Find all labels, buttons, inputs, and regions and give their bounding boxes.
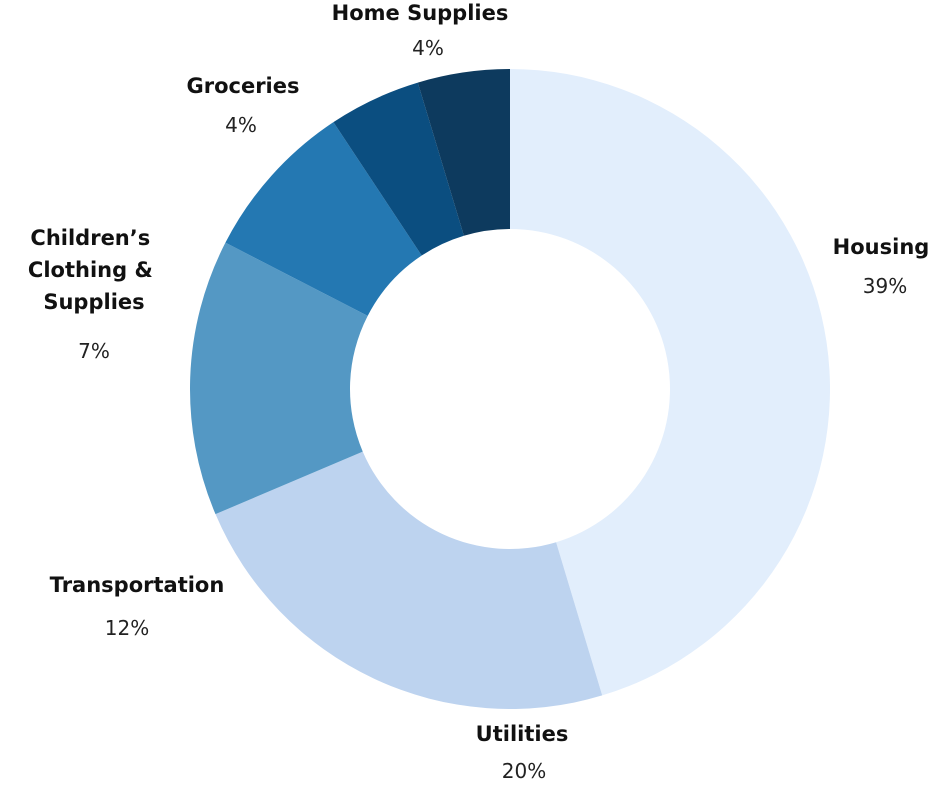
- donut-slice-transportation: [190, 242, 368, 515]
- slice-percent-groceries: 4%: [225, 113, 257, 137]
- donut-slice-children-s-clothing-supplies: [225, 122, 422, 316]
- slice-label-housing: Housing: [833, 235, 930, 259]
- donut-slice-home-supplies: [417, 69, 510, 236]
- slice-percent-housing: 39%: [863, 274, 907, 298]
- donut-slice-housing: [510, 69, 830, 696]
- slice-percent-transportation: 12%: [105, 616, 149, 640]
- slice-label-transportation: Transportation: [50, 573, 225, 597]
- slices-layer: [190, 69, 830, 709]
- slice-label-childrens-clothing-supplies: Children’s Clothing & Supplies: [28, 226, 160, 314]
- donut-slice-groceries: [333, 82, 464, 256]
- donut-slice-utilities: [215, 451, 603, 709]
- slice-percent-utilities: 20%: [502, 759, 546, 783]
- slice-label-utilities: Utilities: [476, 722, 569, 746]
- slice-label-groceries: Groceries: [186, 74, 299, 98]
- slice-label-home-supplies: Home Supplies: [332, 1, 509, 25]
- labels-layer: Housing 39% Utilities 20% Transportation…: [28, 1, 929, 783]
- slice-percent-childrens-clothing-supplies: 7%: [78, 339, 110, 363]
- slice-percent-home-supplies: 4%: [412, 36, 444, 60]
